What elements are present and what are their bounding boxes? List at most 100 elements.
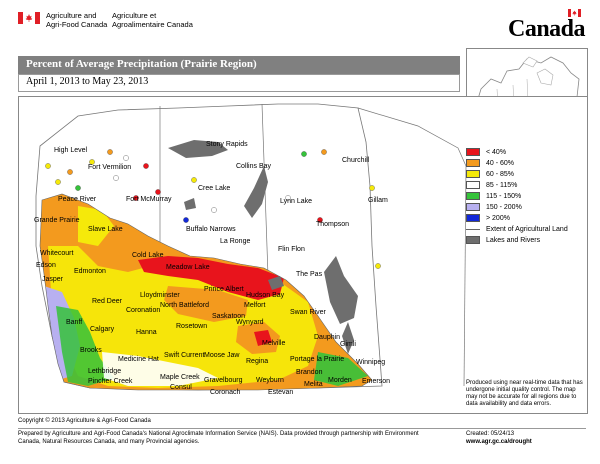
legend-label: 40 - 60% <box>486 160 515 167</box>
copyright: Copyright © 2013 Agriculture & Agri-Food… <box>18 418 151 424</box>
legend-swatch <box>466 148 480 156</box>
legend-label: < 40% <box>486 149 507 156</box>
legend-label: 60 - 85% <box>486 171 515 178</box>
city-label: Medicine Hat <box>118 356 159 363</box>
legend-label: 85 - 115% <box>486 182 518 189</box>
prepared-by-note: Prepared by Agriculture and Agri-Food Ca… <box>18 431 419 445</box>
city-label: Dauphin <box>314 334 341 341</box>
city-label: Cree Lake <box>198 185 231 192</box>
city-label: Lynn Lake <box>280 198 313 205</box>
city-label: Lethbridge <box>88 368 122 375</box>
legend-item: 40 - 60% <box>466 159 514 168</box>
city-label: Wynyard <box>236 319 264 326</box>
dept-fr-line1: Agriculture et <box>112 11 157 20</box>
city-label: North Battleford <box>160 302 210 309</box>
city-label: Thompson <box>316 221 350 228</box>
city-label: Brandon <box>296 369 323 376</box>
canada-flag-icon <box>18 12 40 24</box>
city-label: Consul <box>170 384 192 391</box>
city-label: Coronach <box>210 389 241 396</box>
lakes-swatch <box>466 236 480 244</box>
city-label: Pincher Creek <box>88 378 133 385</box>
city-label: Prince Albert <box>204 286 244 293</box>
dept-fr-line2: Agroalimentaire Canada <box>112 20 193 29</box>
city-label: Portage la Prairie <box>290 356 345 363</box>
legend: < 40% 40 - 60% 60 - 85% 85 - 115% 115 - … <box>466 142 584 252</box>
legend-swatch <box>466 159 480 167</box>
city-label: Rosetown <box>176 323 208 330</box>
legend-label: 150 - 200% <box>486 204 522 211</box>
disclaimer: Produced using near real-time data that … <box>466 380 583 407</box>
city-label: Lloydminster <box>140 292 180 299</box>
city-label: Gravelbourg <box>204 377 243 384</box>
city-label: Buffalo Narrows <box>186 226 236 233</box>
city-label: Regina <box>246 358 269 365</box>
city-label: La Ronge <box>220 238 251 245</box>
city-label: Weyburn <box>256 377 284 384</box>
city-label: Fort Vermilion <box>88 164 132 171</box>
department-name-french: Agriculture et Agroalimentaire Canada <box>112 11 193 29</box>
city-label: Churchill <box>342 157 370 164</box>
legend-swatch <box>466 203 480 211</box>
legend-item: < 40% <box>466 148 506 157</box>
city-label: Coronation <box>126 307 161 314</box>
city-label: Jasper <box>42 276 64 283</box>
footer-divider <box>18 428 586 429</box>
city-label: Edson <box>36 262 56 269</box>
map-title: Percent of Average Precipitation (Prairi… <box>26 58 257 70</box>
extent-line-swatch <box>466 228 480 230</box>
city-label: High Level <box>54 147 88 154</box>
city-label: Hanna <box>136 329 157 336</box>
legend-extent-label: Extent of Agricultural Land <box>486 226 568 233</box>
legend-item: 115 - 150% <box>466 192 521 201</box>
city-label: Saskatoon <box>212 313 246 320</box>
legend-swatch <box>466 181 480 189</box>
city-label: Winnipeg <box>356 359 386 366</box>
legend-swatch <box>466 192 480 200</box>
legend-item: 150 - 200% <box>466 203 522 212</box>
city-label: Brooks <box>80 347 102 354</box>
city-label: Stony Rapids <box>206 141 248 148</box>
city-label: Banff <box>66 319 83 326</box>
city-label: Peace River <box>58 196 97 203</box>
precipitation-map <box>35 103 467 391</box>
legend-item-extent: Extent of Agricultural Land <box>466 225 568 234</box>
legend-swatch <box>466 170 480 178</box>
city-label: Calgary <box>90 326 115 333</box>
legend-lakes-label: Lakes and Rivers <box>486 237 541 244</box>
created-date: Created: 05/24/13 <box>466 431 515 437</box>
city-label: Emerson <box>362 378 391 385</box>
website-link[interactable]: www.agr.gc.ca/drought <box>466 438 532 445</box>
date-range: April 1, 2013 to May 23, 2013 <box>26 76 149 87</box>
city-label: Slave Lake <box>88 226 123 233</box>
legend-label: > 200% <box>486 215 510 222</box>
title-bar <box>18 56 460 74</box>
city-label: Gillam <box>368 197 388 204</box>
legend-swatch <box>466 214 480 222</box>
city-label: Flin Flon <box>278 246 305 253</box>
wordmark-flag-icon <box>568 9 581 17</box>
city-label: Meadow Lake <box>166 264 210 271</box>
city-label: Hudson Bay <box>246 292 285 299</box>
legend-item: 85 - 115% <box>466 181 517 190</box>
city-label: Maple Creek <box>160 374 200 381</box>
city-label: Swan River <box>290 309 326 316</box>
department-name-english: Agriculture and Agri-Food Canada <box>46 11 107 29</box>
canada-wordmark: Canada <box>508 16 586 42</box>
city-label: Swift Current <box>164 352 205 359</box>
city-label: Red Deer <box>92 298 122 305</box>
legend-label: 115 - 150% <box>486 193 522 200</box>
city-label: Collins Bay <box>236 163 272 170</box>
city-label: Estevan <box>268 389 294 396</box>
city-label: The Pas <box>296 271 323 278</box>
dept-en-line1: Agriculture and <box>46 11 97 20</box>
city-label: Edmonton <box>74 268 106 275</box>
dept-en-line2: Agri-Food Canada <box>46 20 108 29</box>
date-range-box <box>18 74 460 92</box>
created-info: Created: 05/24/13 www.agr.gc.ca/drought <box>466 431 532 446</box>
city-label: Moose Jaw <box>204 352 240 359</box>
city-label: Fort McMurray <box>126 196 172 203</box>
legend-item: > 200% <box>466 214 510 223</box>
city-label: Melita <box>304 381 323 388</box>
city-label: Melfort <box>244 302 266 309</box>
